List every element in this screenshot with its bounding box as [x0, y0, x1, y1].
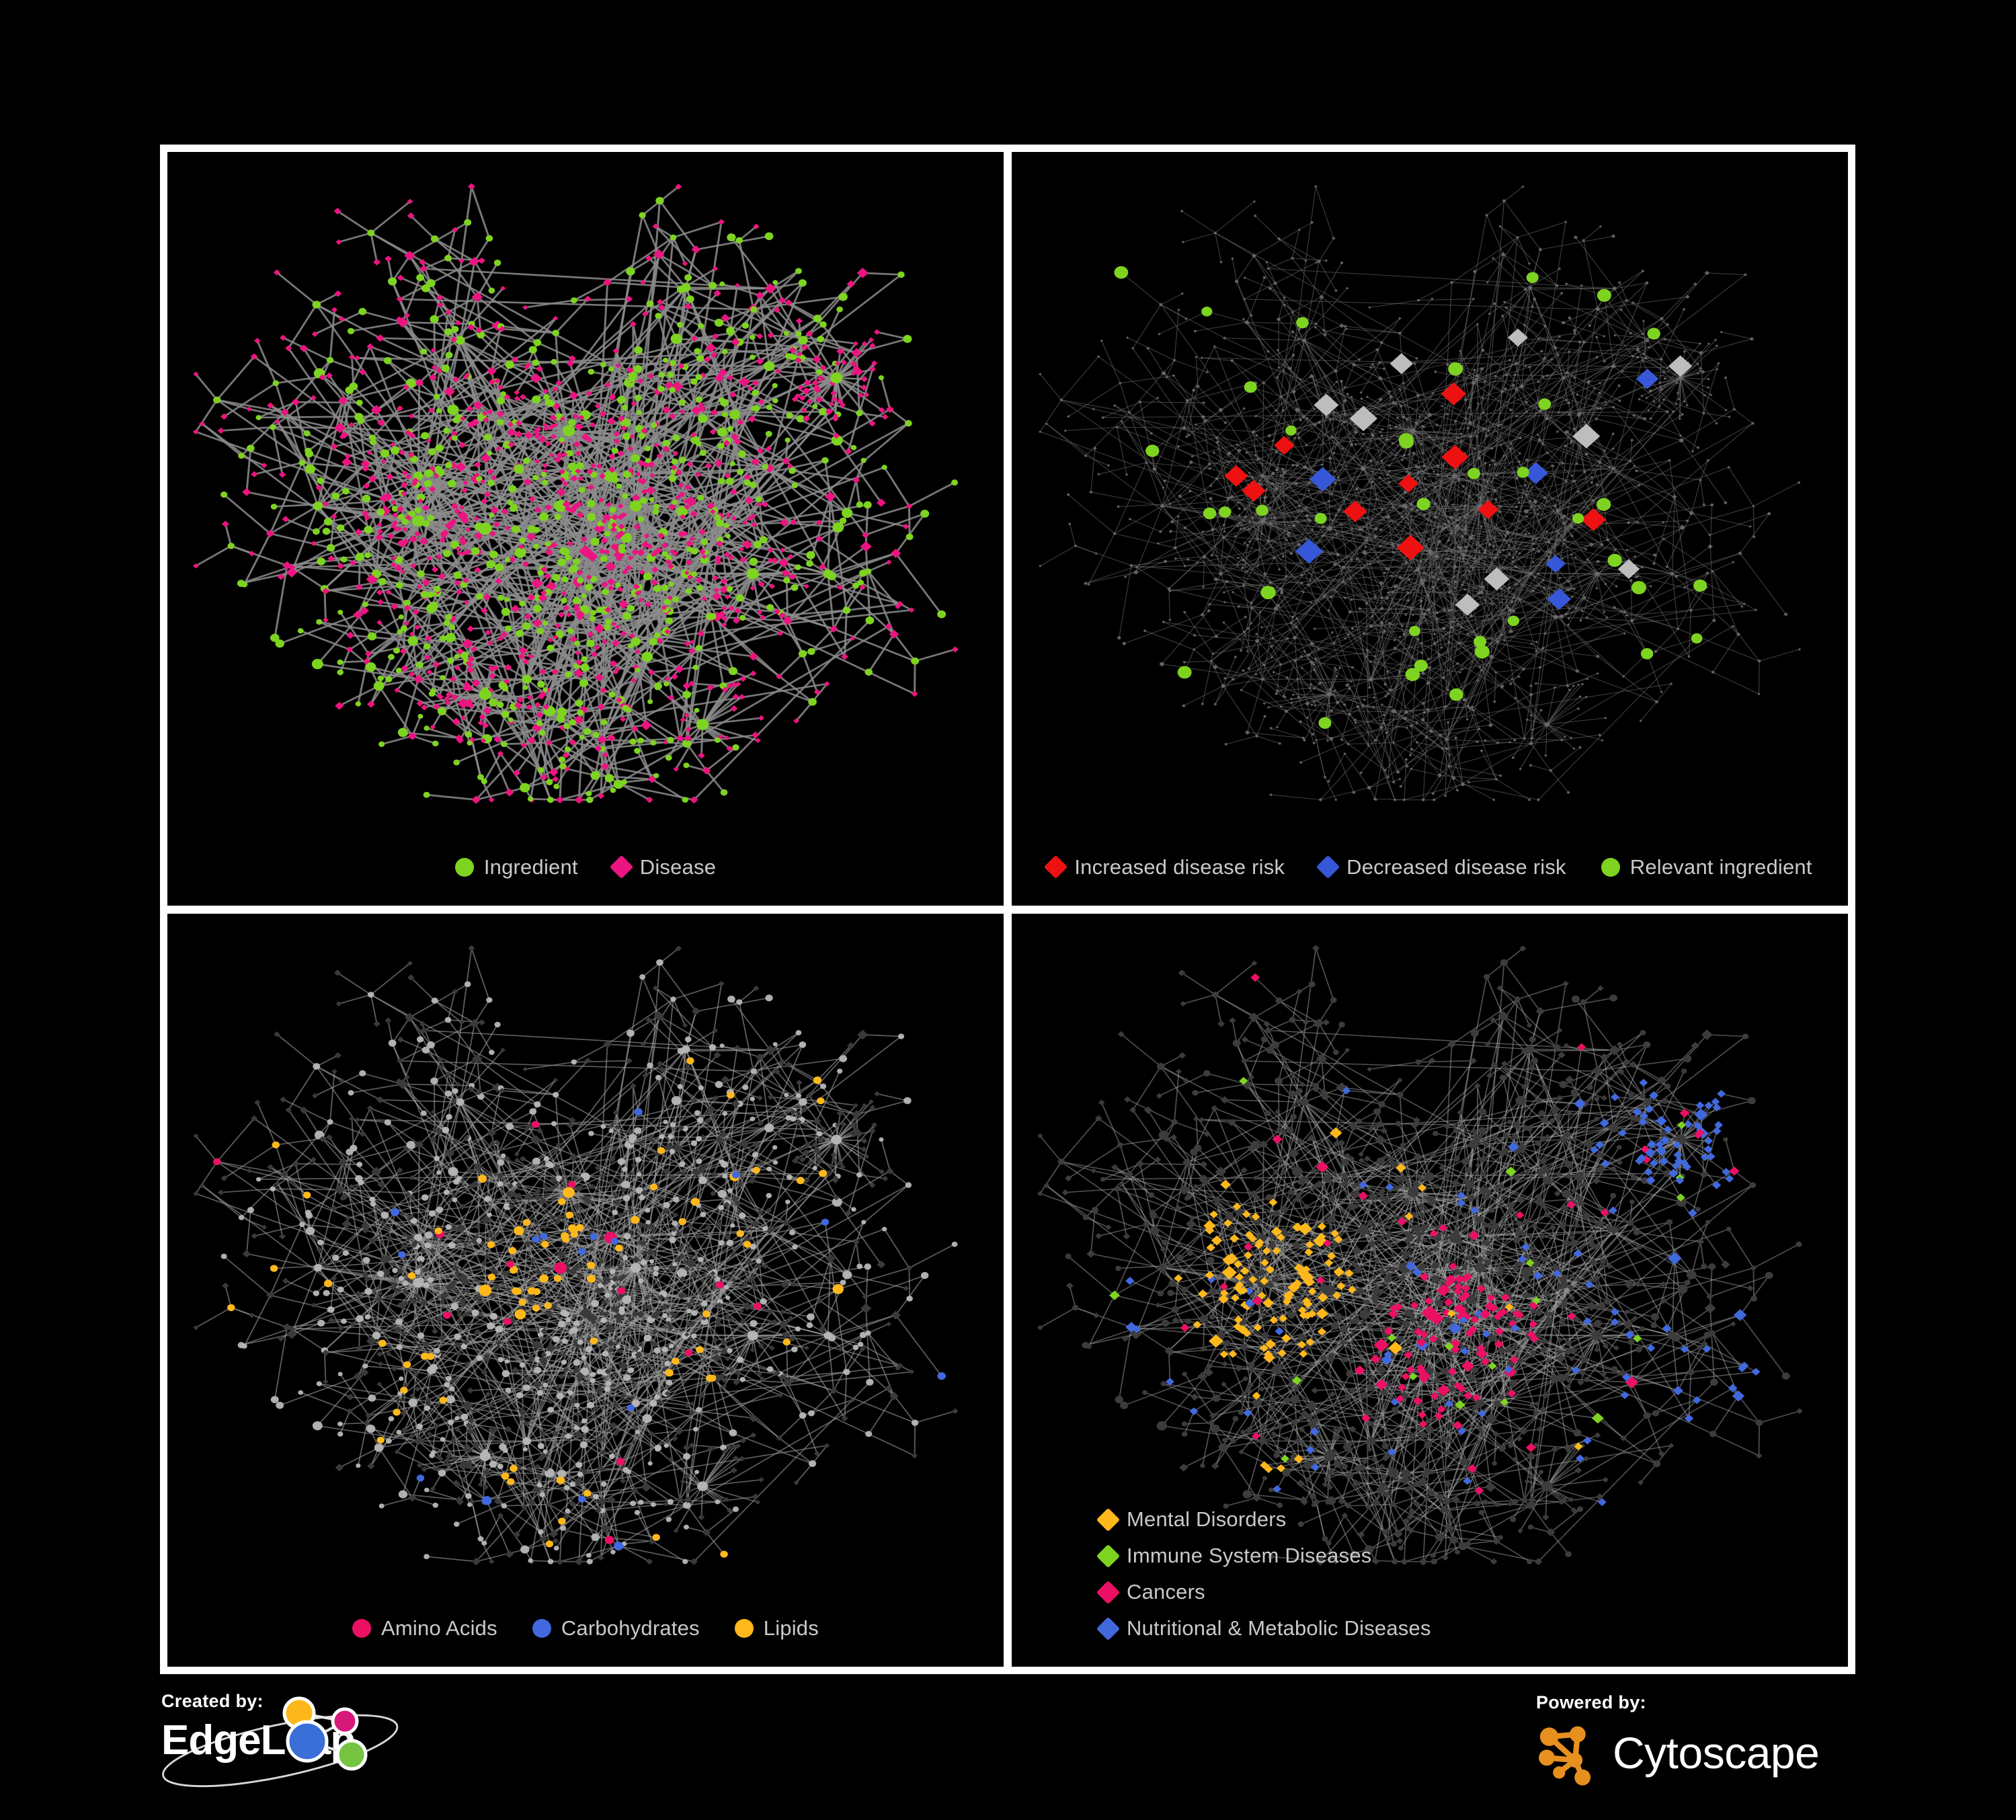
amino-acids-swatch-icon	[352, 1619, 372, 1638]
panel-disease-risk[interactable]: Increased disease risk Decreased disease…	[1012, 152, 1848, 906]
legend-label: Mental Disorders	[1127, 1507, 1287, 1531]
mental-disorders-swatch-icon	[1096, 1507, 1121, 1532]
created-by-label: Created by:	[161, 1691, 264, 1711]
legend-item[interactable]: Ingredient	[454, 849, 578, 885]
legend-label: Nutritional & Metabolic Diseases	[1127, 1616, 1431, 1640]
cytoscape-logo[interactable]: Powered by:	[1532, 1692, 1908, 1807]
network-canvas-2[interactable]	[1012, 152, 1848, 906]
network-canvas-3[interactable]	[167, 914, 1004, 1667]
legend-label: Disease	[639, 855, 717, 879]
legend-panel-3: Amino Acids Carbohydrates Lipids	[167, 1610, 1004, 1647]
panel-disease-categories[interactable]: Mental Disorders Immune System Diseases …	[1012, 913, 1848, 1667]
legend-item[interactable]: Disease	[609, 849, 717, 885]
legend-panel-2: Increased disease risk Decreased disease…	[1012, 849, 1848, 885]
legend-label: Amino Acids	[381, 1616, 497, 1640]
disease-swatch-icon	[609, 855, 633, 879]
legend-label: Increased disease risk	[1074, 855, 1285, 879]
panel-nutrient-classes[interactable]: Amino Acids Carbohydrates Lipids	[167, 913, 1004, 1667]
legend-label: Lipids	[763, 1616, 819, 1640]
legend-item[interactable]: Mental Disorders	[1096, 1501, 1301, 1538]
cancers-swatch-icon	[1096, 1580, 1121, 1604]
panel-ingredient-disease[interactable]: Ingredient Disease	[167, 152, 1004, 906]
legend-label: Carbohydrates	[561, 1616, 700, 1640]
legend-item[interactable]: Increased disease risk	[1044, 849, 1285, 885]
lipids-swatch-icon	[734, 1619, 754, 1638]
edgeleap-node-cluster-icon	[282, 1696, 368, 1771]
immune-system-diseases-swatch-icon	[1096, 1544, 1121, 1568]
legend-label: Immune System Diseases	[1127, 1544, 1372, 1567]
cytoscape-network-icon	[1539, 1726, 1591, 1786]
legend-item[interactable]: Lipids	[734, 1610, 819, 1647]
metabolic-diseases-swatch-icon	[1096, 1616, 1121, 1640]
legend-label: Cancers	[1127, 1580, 1205, 1604]
legend-label: Decreased disease risk	[1346, 855, 1566, 879]
ingredient-swatch-icon	[454, 857, 474, 877]
cytoscape-brand-name: Cytoscape	[1613, 1728, 1820, 1778]
powered-by-label: Powered by:	[1536, 1692, 1646, 1712]
legend-panel-1: Ingredient Disease	[167, 849, 1004, 885]
legend-item[interactable]: Carbohydrates	[532, 1610, 700, 1647]
legend-item[interactable]: Immune System Diseases	[1096, 1538, 1371, 1574]
legend-item[interactable]: Amino Acids	[352, 1610, 497, 1647]
relevant-ingredient-swatch-icon	[1601, 857, 1620, 877]
decreased-risk-swatch-icon	[1316, 855, 1340, 879]
increased-risk-swatch-icon	[1044, 855, 1068, 879]
legend-label: Ingredient	[483, 855, 578, 879]
legend-item[interactable]: Relevant ingredient	[1601, 849, 1812, 885]
footer: Created by: EdgeLeap	[0, 1677, 2016, 1820]
panel-grid: Ingredient Disease Increased disease ris…	[160, 145, 1855, 1674]
network-canvas-4[interactable]	[1012, 914, 1848, 1667]
legend-label: Relevant ingredient	[1629, 855, 1812, 879]
legend-item[interactable]: Cancers	[1096, 1574, 1301, 1610]
network-canvas-1[interactable]	[167, 152, 1004, 906]
legend-item[interactable]: Decreased disease risk	[1316, 849, 1566, 885]
legend-item[interactable]: Nutritional & Metabolic Diseases	[1096, 1610, 1430, 1647]
legend-panel-4: Mental Disorders Immune System Diseases …	[1082, 1501, 1513, 1647]
edgeleap-logo[interactable]: Created by: EdgeLeap	[161, 1691, 511, 1809]
carbohydrates-swatch-icon	[532, 1619, 551, 1638]
edgeleap-swoosh-icon	[162, 1714, 399, 1788]
